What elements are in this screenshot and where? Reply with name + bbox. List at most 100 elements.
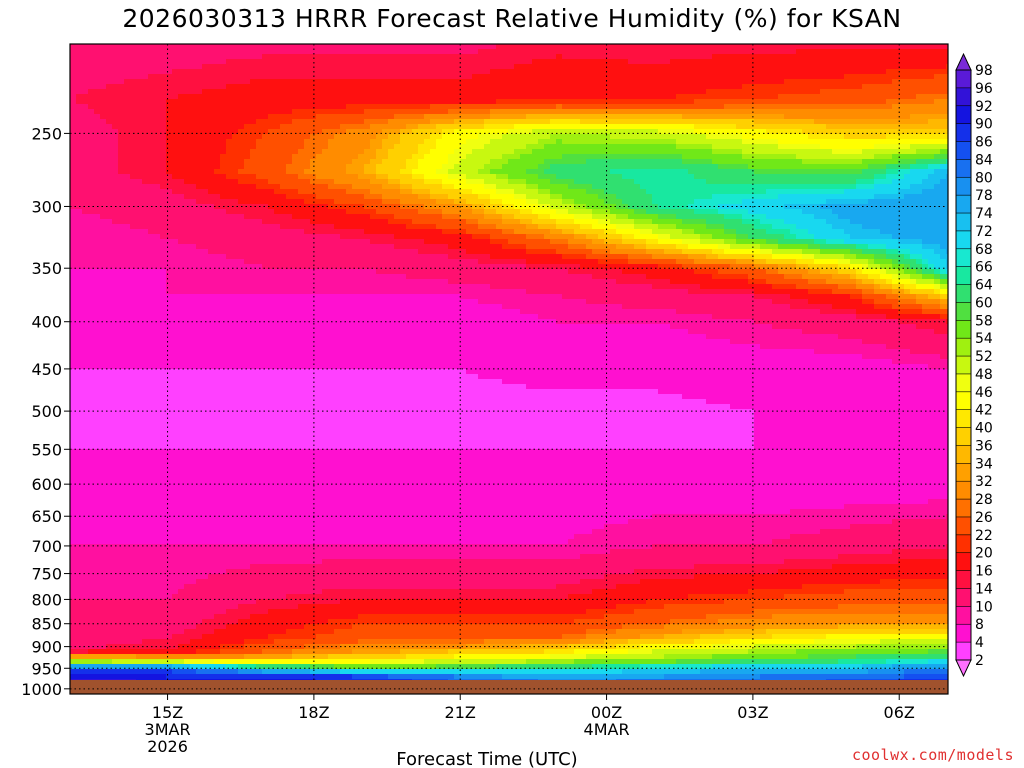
heatmap-cell [730,49,737,55]
heatmap-cell [514,129,521,135]
heatmap-cell [376,74,383,80]
heatmap-cell [790,124,797,130]
heatmap-cell [700,99,707,105]
heatmap-cell [790,144,797,150]
heatmap-cell [394,209,401,215]
heatmap-cell [490,174,497,180]
heatmap-cell [802,134,809,140]
heatmap-cell [118,134,125,140]
heatmap-cell [622,149,629,155]
heatmap-cell [814,114,821,120]
heatmap-cell [748,44,755,50]
heatmap-cell [640,114,647,120]
heatmap-cell [322,44,329,50]
heatmap-cell [478,74,485,80]
heatmap-cell [322,209,329,215]
heatmap-cell [238,114,245,120]
heatmap-cell [946,194,949,200]
heatmap-cell [190,89,197,95]
heatmap-cell [868,89,875,95]
heatmap-cell [628,94,635,100]
heatmap-cell [196,149,203,155]
heatmap-cell [796,54,803,60]
heatmap-cell [778,124,785,130]
heatmap-cell [382,209,389,215]
heatmap-cell [946,89,949,95]
heatmap-cell [94,54,101,60]
heatmap-cell [460,159,467,165]
heatmap-cell [388,144,395,150]
heatmap-cell [454,189,461,195]
heatmap-cell [814,99,821,105]
heatmap-cell [70,69,77,75]
heatmap-cell [532,124,539,130]
heatmap-cell [862,104,869,110]
heatmap-cell [214,204,221,210]
heatmap-cell [148,59,155,65]
heatmap-cell [532,179,539,185]
heatmap-cell [430,194,437,200]
heatmap-cell [730,54,737,60]
heatmap-cell [838,199,845,205]
heatmap-cell [700,134,707,140]
heatmap-cell [208,79,215,85]
heatmap-cell [70,184,77,190]
heatmap-cell [442,159,449,165]
heatmap-cell [394,169,401,175]
heatmap-cell [736,79,743,85]
heatmap-cell [730,179,737,185]
heatmap-cell [808,94,815,100]
heatmap-cell [688,189,695,195]
heatmap-cell [754,194,761,200]
heatmap-cell [928,69,935,75]
heatmap-cell [664,179,671,185]
heatmap-cell [826,124,833,130]
heatmap-cell [178,174,185,180]
heatmap-cell [208,154,215,160]
heatmap-cell [574,114,581,120]
heatmap-cell [340,184,347,190]
heatmap-cell [658,164,665,170]
heatmap-cell [580,199,587,205]
heatmap-cell [568,74,575,80]
heatmap-cell [352,144,359,150]
heatmap-cell [376,59,383,65]
heatmap-cell [766,99,773,105]
heatmap-cell [838,69,845,75]
heatmap-cell [466,189,473,195]
heatmap-cell [682,199,689,205]
heatmap-cell [214,64,221,70]
heatmap-cell [388,119,395,125]
heatmap-cell [274,104,281,110]
heatmap-cell [820,194,827,200]
heatmap-cell [562,179,569,185]
heatmap-cell [376,134,383,140]
heatmap-cell [946,59,949,65]
heatmap-cell [184,94,191,100]
heatmap-cell [526,194,533,200]
heatmap-cell [520,134,527,140]
heatmap-cell [772,124,779,130]
heatmap-cell [904,79,911,85]
heatmap-cell [700,94,707,100]
heatmap-cell [748,109,755,115]
heatmap-cell [616,129,623,135]
chart-title: 2026030313 HRRR Forecast Relative Humidi… [122,4,902,33]
heatmap-cell [478,64,485,70]
heatmap-cell [232,144,239,150]
heatmap-cell [658,179,665,185]
heatmap-cell [496,74,503,80]
heatmap-cell [340,114,347,120]
heatmap-cell [532,204,539,210]
heatmap-cell [310,104,317,110]
heatmap-cell [406,184,413,190]
heatmap-cell [184,49,191,55]
heatmap-cell [850,94,857,100]
heatmap-cell [118,69,125,75]
heatmap-cell [718,114,725,120]
heatmap-cell [94,164,101,170]
heatmap-cell [436,74,443,80]
heatmap-cell [436,144,443,150]
heatmap-cell [880,89,887,95]
heatmap-cell [616,189,623,195]
